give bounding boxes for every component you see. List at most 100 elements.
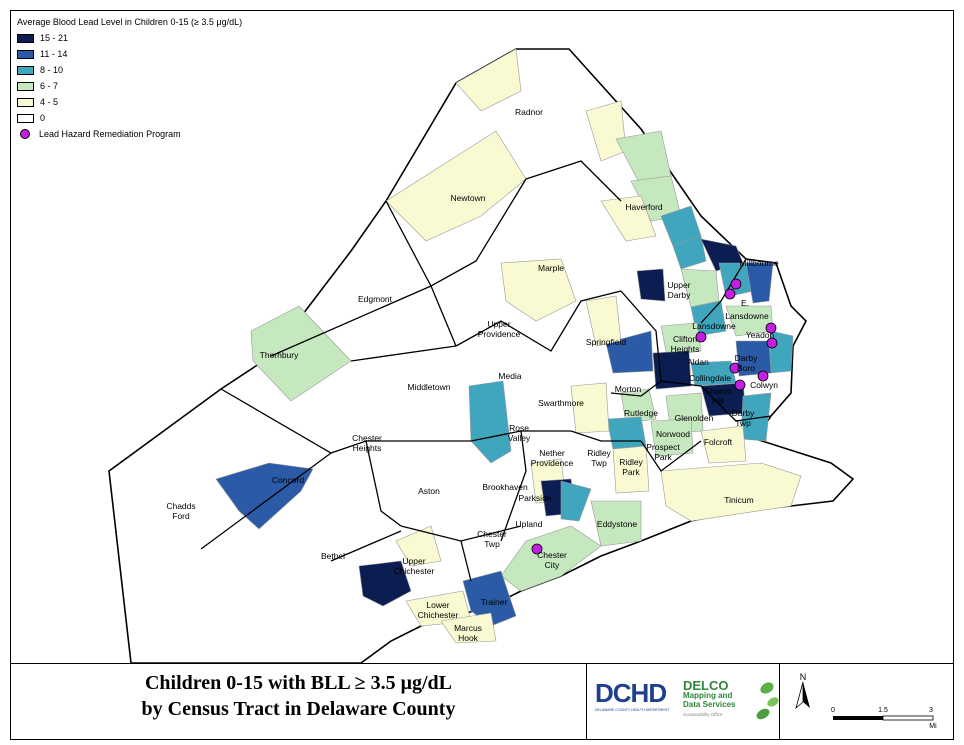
tract-springfield-n xyxy=(585,295,622,347)
remediation-site xyxy=(766,337,778,349)
legend: Average Blood Lead Level in Children 0-1… xyxy=(17,17,242,142)
label-media: Media xyxy=(498,371,521,381)
label-rutledge: Rutledge xyxy=(624,408,658,418)
legend-label: 4 - 5 xyxy=(40,97,59,107)
delco-logo-title: DELCO xyxy=(683,678,729,693)
label-tinicum: Tinicum xyxy=(724,495,753,505)
legend-title: Average Blood Lead Level in Children 0-1… xyxy=(17,17,243,27)
label-folcroft: Folcroft xyxy=(704,437,733,447)
label-haverford: Haverford xyxy=(625,202,663,212)
tract-marple xyxy=(500,258,577,322)
label-marcus-hook: Marcus Hook xyxy=(454,623,482,643)
legend-label: 11 - 14 xyxy=(40,49,68,59)
tract-radnor-west xyxy=(455,48,522,112)
municipal-boundaries xyxy=(200,160,772,582)
label-upland: Upland xyxy=(516,519,543,529)
tract-marcus-hook xyxy=(440,612,497,644)
label-morton: Morton xyxy=(615,384,642,394)
dchd-logo-subtitle: DELAWARE COUNTY HEALTH DEPARTMENT xyxy=(595,708,670,712)
county-map[interactable]: Radnor Newtown Haverford Marple Edgmont … xyxy=(11,11,954,664)
north-arrow: N xyxy=(795,672,811,712)
divider xyxy=(779,664,780,740)
tract-haverford-2 xyxy=(600,195,657,242)
label-rose-valley: Rose Valley xyxy=(508,423,531,443)
legend-label: 8 - 10 xyxy=(40,65,64,75)
legend-label: 0 xyxy=(40,113,46,123)
label-millbourne: Millbourne xyxy=(739,258,778,268)
remediation-site xyxy=(729,362,741,374)
label-concord: Concord xyxy=(272,475,304,485)
label-yeadon: Yeadon xyxy=(746,330,775,340)
label-e: E. xyxy=(741,298,749,308)
label-lower-chichester: Lower Chichester xyxy=(418,600,459,620)
label-thornbury: Thornbury xyxy=(260,350,299,360)
delco-logo: DELCO Mapping and Data Services Sustaina… xyxy=(683,678,735,720)
legend-swatch xyxy=(17,97,34,107)
map-frame: Radnor Newtown Haverford Marple Edgmont … xyxy=(10,10,954,664)
label-ridley-park: Ridley Park xyxy=(619,457,643,477)
leaf-icon xyxy=(756,682,779,720)
label-collingdale: Collingdale xyxy=(689,373,731,383)
tract-morton xyxy=(606,416,647,450)
tract-tinicum xyxy=(660,462,802,522)
label-nether: Nether Providence xyxy=(531,448,574,468)
label-marple: Marple xyxy=(538,263,564,273)
legend-program-label: Lead Hazard Remediation Program xyxy=(39,129,181,139)
tract-middletown xyxy=(468,380,512,464)
legend-row: 15 - 21 xyxy=(17,30,242,46)
remediation-site xyxy=(695,331,707,343)
map-title-line2: by Census Tract in Delaware County xyxy=(141,698,456,720)
label-darby-twp: Darby Twp xyxy=(732,408,755,428)
legend-row: 6 - 7 xyxy=(17,78,242,94)
tract-haverford-4 xyxy=(672,235,707,270)
footer-panel: Children 0-15 with BLL ≥ 3.5 μg/dL by Ce… xyxy=(10,664,954,740)
scale-bar-graphic: 0 1.5 3 Mi xyxy=(831,707,937,730)
tract-eddystone xyxy=(590,500,642,547)
legend-swatch xyxy=(17,33,34,43)
label-middletown: Middletown xyxy=(408,382,451,392)
label-swarthmore: Swarthmore xyxy=(538,398,584,408)
label-chester-city: Chester City xyxy=(537,550,567,570)
legend-swatch xyxy=(17,113,34,123)
tract-upper-darby-4 xyxy=(745,262,774,304)
label-clifton: Clifton Heights xyxy=(671,334,700,354)
label-upper-chichester: Upper Chichester xyxy=(394,556,435,576)
remediation-site xyxy=(730,278,742,290)
delco-logo-sub3: Sustainability Office xyxy=(683,712,723,717)
label-prospect-park: Prospect Park xyxy=(646,442,680,462)
tract-ridley-park xyxy=(612,445,650,494)
legend-swatch xyxy=(17,81,34,91)
legend-row: 11 - 14 xyxy=(17,46,242,62)
tract-folcroft xyxy=(700,425,747,464)
scale-2: 3 xyxy=(929,707,933,714)
legend-label: 15 - 21 xyxy=(40,33,69,43)
label-aldan: Aldan xyxy=(687,357,709,367)
remediation-site xyxy=(531,543,543,555)
scale-0: 0 xyxy=(831,707,835,714)
label-edgmont: Edgmont xyxy=(358,294,393,304)
tract-newtown xyxy=(385,130,527,242)
tract-norwood xyxy=(650,418,694,457)
delco-logo-sub1: Mapping and xyxy=(683,691,733,700)
scale-unit: Mi xyxy=(929,723,937,728)
remediation-site xyxy=(734,379,746,391)
legend-row: 4 - 5 xyxy=(17,94,242,110)
tract-swarthmore xyxy=(570,382,610,434)
label-lansdowne: Lansdowne xyxy=(692,321,736,331)
scale-bar: 0 1.5 3 Mi xyxy=(829,702,939,730)
legend-program-row: Lead Hazard Remediation Program xyxy=(17,126,242,142)
legend-label: 6 - 7 xyxy=(40,81,59,91)
label-aston: Aston xyxy=(418,486,440,496)
label-brookhaven: Brookhaven xyxy=(482,482,528,492)
label-upper-darby: Upper Darby xyxy=(667,280,691,300)
legend-row: 8 - 10 xyxy=(17,62,242,78)
remediation-site xyxy=(765,322,777,334)
divider xyxy=(586,664,587,740)
tract-trainer xyxy=(462,570,517,627)
tract-thornbury xyxy=(250,305,352,402)
map-title-line1: Children 0-15 with BLL ≥ 3.5 μg/dL xyxy=(144,672,452,694)
remediation-site xyxy=(757,370,769,382)
tract-rutledge xyxy=(620,388,657,424)
label-chester-twp: Chester Twp xyxy=(477,529,507,549)
scale-1: 1.5 xyxy=(878,707,888,714)
